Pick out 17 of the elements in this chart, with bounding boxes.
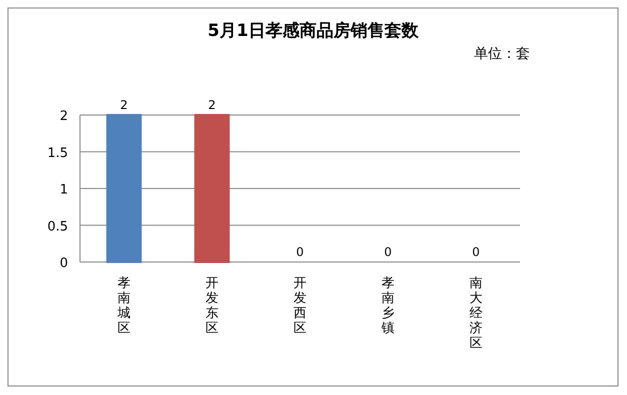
x-tick-label: 孝南乡镇	[380, 276, 394, 336]
x-tick-label: 开发西区	[294, 276, 306, 336]
y-tick-label: 1.5	[47, 146, 68, 161]
x-tick-label: 孝南城区	[116, 276, 130, 336]
x-tick-label: 开发东区	[206, 276, 218, 336]
y-tick-label: 1	[60, 182, 68, 198]
x-tick-label: 南大经济区	[470, 276, 482, 351]
y-tick-label: 0	[60, 256, 68, 271]
chart-subtitle: 单位：套	[474, 46, 530, 62]
data-label: 2	[120, 98, 128, 112]
data-label: 2	[208, 98, 216, 112]
y-tick-label: 2	[60, 109, 68, 124]
y-tick-label: 0.5	[47, 219, 68, 234]
data-label: 0	[472, 245, 480, 259]
chart-title: 5月1日孝感商品房销售套数	[208, 21, 420, 41]
data-label: 0	[384, 245, 392, 259]
data-label: 0	[296, 245, 304, 259]
